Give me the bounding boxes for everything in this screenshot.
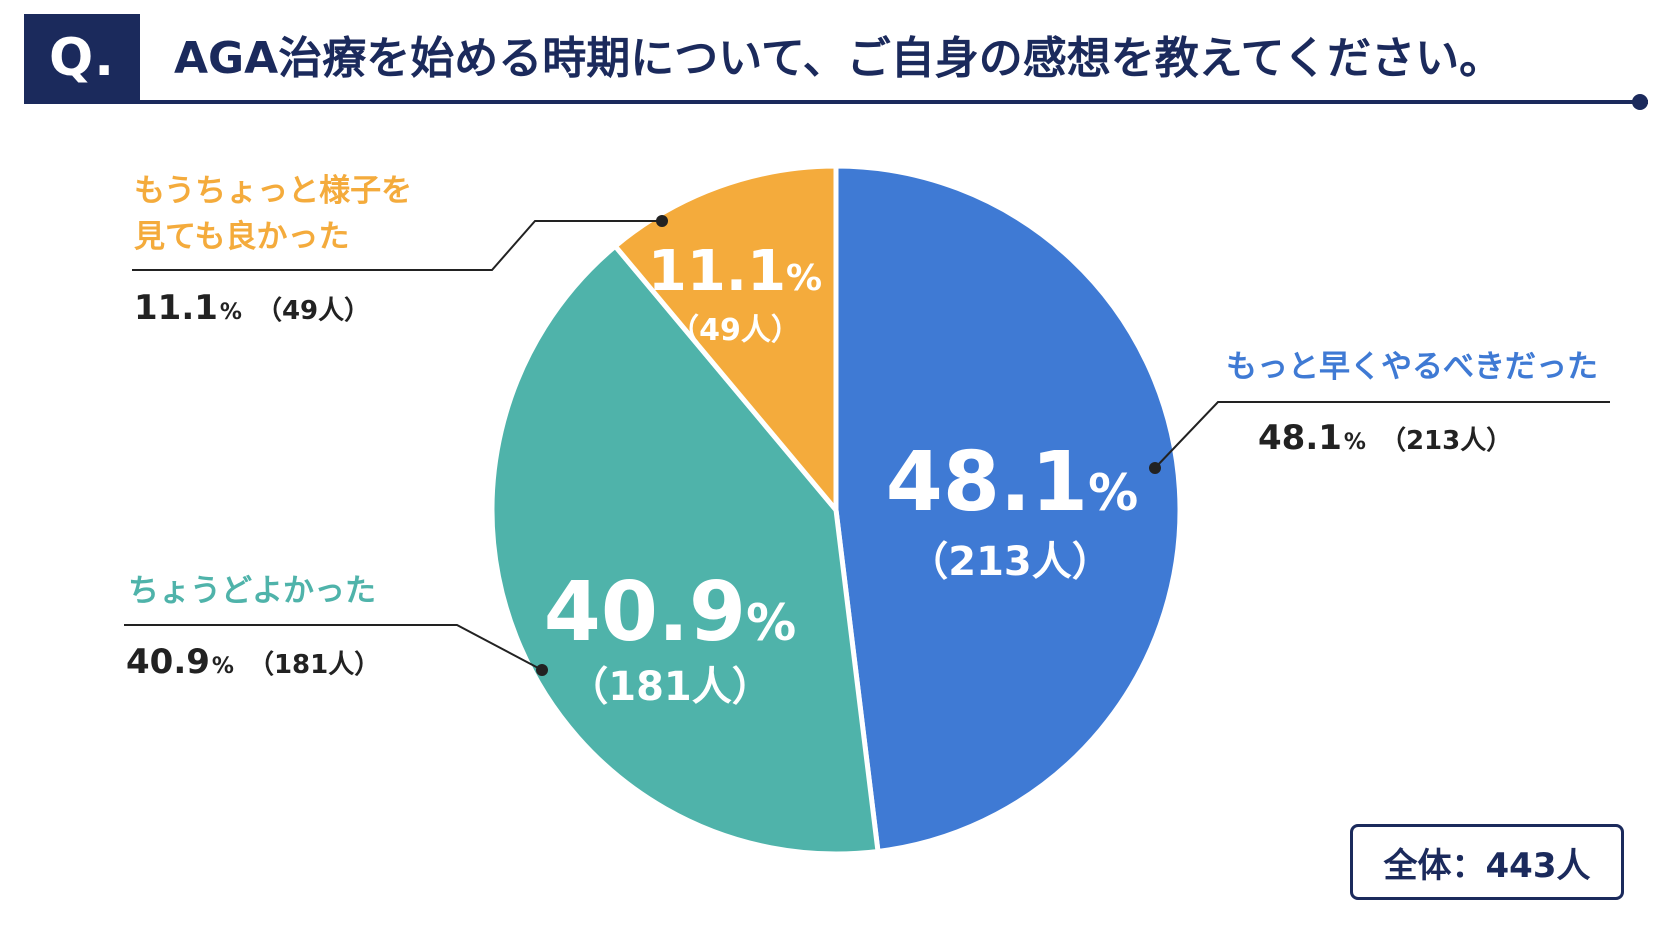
legend-value-early: 48.1% （213人） xyxy=(1258,418,1513,458)
leader-lines xyxy=(124,215,1610,676)
legend-name-wait: もうちょっと様子を 見ても良かった xyxy=(134,173,413,255)
question-title: AGA治療を始める時期について、ご自身の感想を教えてください。 xyxy=(174,33,1504,84)
legend-name-early: もっと早くやるべきだった xyxy=(1226,349,1598,385)
pie-slice-right xyxy=(489,243,881,857)
pie-slice-early xyxy=(833,163,1183,854)
slice-label-early: 48.1% xyxy=(886,435,1138,530)
leader-line-early xyxy=(1154,401,1610,469)
slice-label-right: 40.9% xyxy=(544,565,796,660)
slice-count-right: （181人） xyxy=(568,664,772,710)
pie-slices xyxy=(489,163,1183,857)
slice-count-wait: （49人） xyxy=(669,313,801,348)
leader-dot-wait xyxy=(656,215,668,227)
leader-dot-right xyxy=(536,664,548,676)
leader-dot-early xyxy=(1149,462,1161,474)
pie-slice-wait xyxy=(612,163,839,513)
legend-value-wait: 11.1% （49人） xyxy=(134,288,371,328)
total-respondents-box: 全体：443人 xyxy=(1350,824,1624,900)
leader-line-wait xyxy=(132,220,662,271)
question-badge: Q. xyxy=(24,14,140,102)
leader-line-right xyxy=(124,624,543,671)
underline-dot xyxy=(1632,94,1648,110)
legend-name-right: ちょうどよかった xyxy=(128,573,376,609)
slice-label-wait: 11.1% xyxy=(648,239,822,304)
slice-count-early: （213人） xyxy=(908,539,1112,585)
legend-value-right: 40.9% （181人） xyxy=(126,642,381,682)
title-underline xyxy=(24,100,1648,104)
